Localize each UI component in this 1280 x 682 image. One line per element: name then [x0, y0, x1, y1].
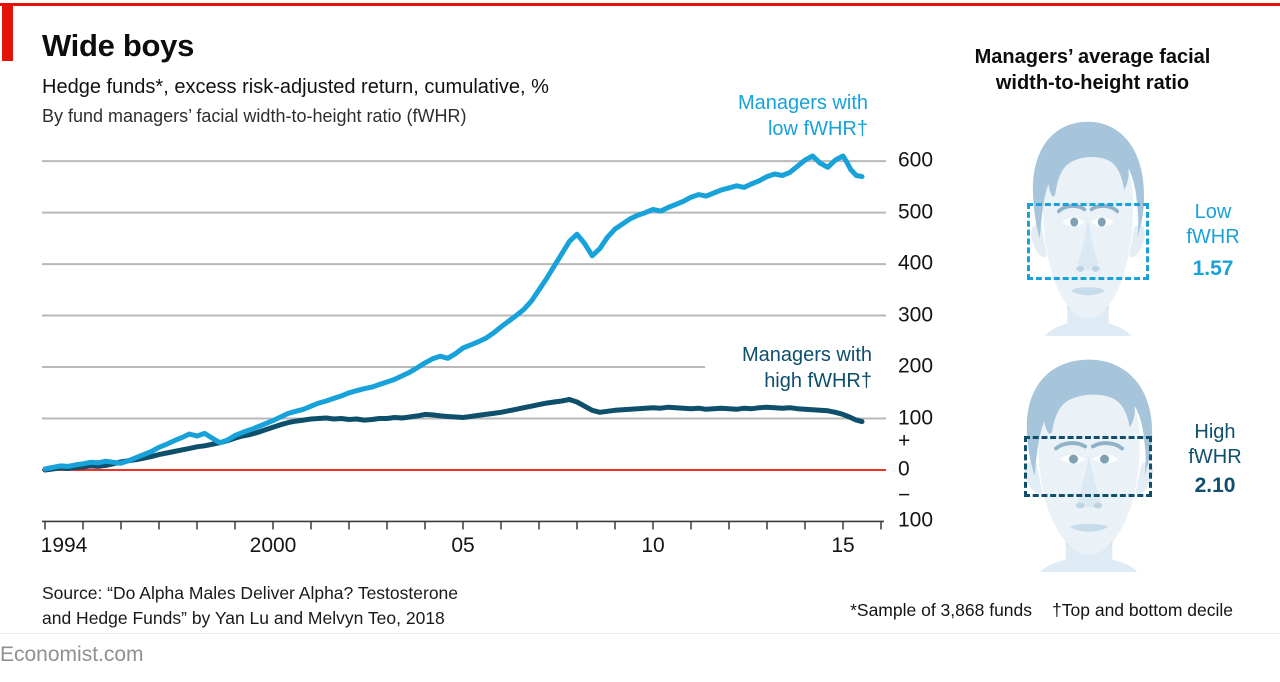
y-tick-label-3-300: 300: [898, 303, 934, 327]
y-tick-label-1-500: 500: [898, 200, 934, 224]
y-tick-label-6-+: +: [898, 429, 911, 453]
x-tick-label-2000: 2000: [249, 534, 297, 557]
x-tick-label-10: 10: [641, 534, 665, 557]
fwhr-measure-box-high: [1024, 436, 1152, 497]
fwhr-measure-box-low: [1027, 203, 1149, 280]
top-red-rule: [0, 3, 1280, 6]
series-label-low-fwhr: Managers with low fWHR†: [737, 92, 868, 140]
y-tick-label-7-0: 0: [898, 457, 910, 481]
chart-title: Wide boys: [42, 28, 195, 63]
x-tick-label-15: 15: [831, 534, 855, 557]
y-tick-label-5-100: 100: [898, 406, 934, 430]
high-fwhr-label: High fWHR: [1188, 421, 1242, 468]
low-fwhr-label: Low fWHR: [1186, 201, 1240, 248]
source-note: Source: “Do Alpha Males Deliver Alpha? T…: [42, 583, 459, 628]
y-tick-label-2-400: 400: [898, 251, 934, 275]
footer-divider: [0, 633, 1280, 634]
x-tick-label-1994: 1994: [40, 534, 88, 557]
x-tick-label-05: 05: [451, 534, 475, 557]
chart-subtitle: Hedge funds*, excess risk-adjusted retur…: [42, 76, 549, 98]
high-fwhr-value: 2.10: [1194, 474, 1236, 497]
y-tick-label-4-200: 200: [898, 354, 934, 378]
series-line-low-fwhr: [42, 153, 865, 472]
series-line-high-fwhr: [42, 397, 865, 473]
y-tick-label-8-−: −: [898, 483, 911, 507]
footnotes: *Sample of 3,868 funds †Top and bottom d…: [850, 600, 1233, 621]
footnote-sample-size: *Sample of 3,868 funds: [850, 600, 1033, 620]
y-tick-label-9-100: 100: [898, 508, 934, 532]
chart-byline: By fund managers’ facial width-to-height…: [42, 106, 467, 126]
economist-site-label: Economist.com: [0, 643, 144, 666]
y-tick-label-0-600: 600: [898, 148, 934, 172]
footnote-decile: †Top and bottom decile: [1052, 600, 1233, 620]
side-panel-title: Managers’ average facial width-to-height…: [974, 46, 1211, 94]
series-label-high-fwhr: Managers with high fWHR†: [741, 344, 872, 392]
low-fwhr-value: 1.57: [1192, 257, 1234, 280]
red-corner-tab: [2, 3, 13, 61]
